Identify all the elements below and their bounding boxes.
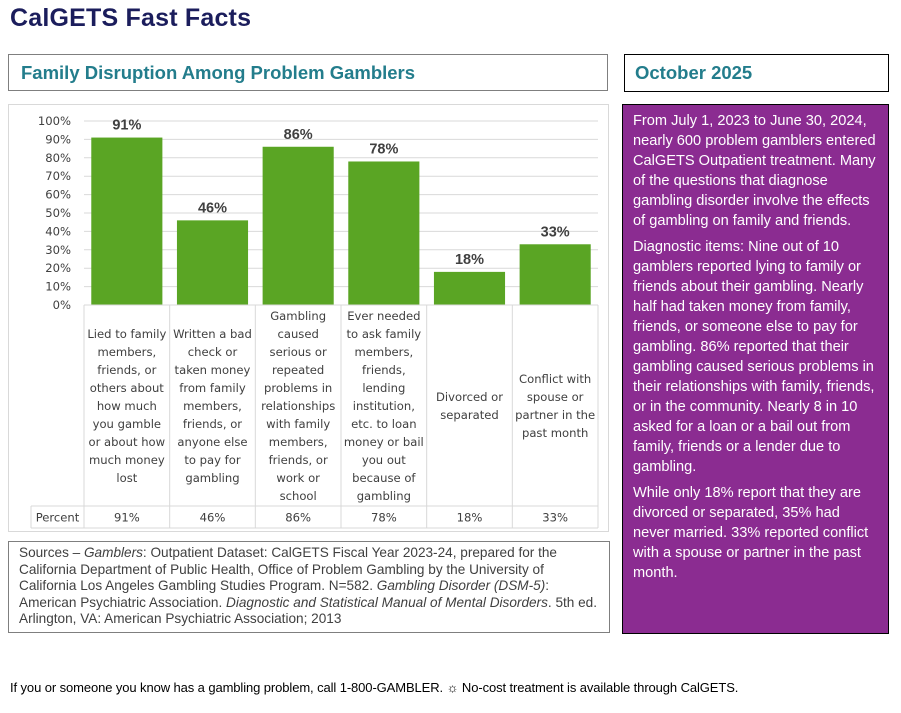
data-label: 33% — [541, 224, 570, 240]
category-label: Divorced or separated — [435, 390, 503, 422]
sources-note: Sources – Gamblers: Outpatient Dataset: … — [8, 541, 610, 633]
page-title: CalGETS Fast Facts — [10, 4, 252, 32]
sources-manual-text: . 5th ed. Arlington, VA: American Psychi… — [19, 594, 598, 627]
y-tick-label: 90% — [45, 132, 71, 146]
data-label: 91% — [112, 118, 141, 134]
summary-paragraph: While only 18% report that they are divo… — [633, 485, 869, 581]
sources-dsm-text: : American Psychiatric Association. — [19, 578, 550, 610]
category-label: Lied to family members, friends, or othe… — [87, 327, 167, 485]
section-header-box: Family Disruption Among Problem Gamblers — [8, 54, 608, 91]
sources-gamblers-text: : Outpatient Dataset: CalGETS Fiscal Yea… — [19, 545, 557, 593]
data-label: 86% — [284, 127, 313, 143]
data-label: 46% — [198, 200, 227, 216]
chart-canvas: 0% 10% 20% 30% 40% 50% 60% 70% 80% 90% 100% 91% 46% 8… — [30, 114, 599, 529]
footer-text-before: If you or someone you know has a gamblin… — [10, 680, 444, 695]
bar — [262, 146, 334, 305]
y-tick-label: 70% — [45, 169, 71, 183]
data-label: 18% — [455, 252, 484, 268]
date-box: October 2025 — [624, 54, 889, 92]
table-value: 33% — [542, 511, 568, 525]
section-title: Family Disruption Among Problem Gamblers — [21, 62, 416, 83]
y-tick-label: 0% — [53, 298, 71, 312]
table-value: 91% — [114, 511, 140, 525]
table-value: 46% — [200, 511, 226, 525]
sources-dsm-label: Gambling Disorder (DSM-5) — [376, 578, 546, 593]
table-row-label: Percent — [36, 511, 80, 525]
sources-manual-title: Diagnostic and Statistical Manual of Men… — [226, 594, 548, 610]
table-value: 86% — [285, 511, 311, 525]
summary-panel: From July 1, 2023 to June 30, 2024, near… — [622, 104, 889, 634]
bar — [91, 137, 163, 305]
footer-text-after: No-cost treatment is available through C… — [461, 680, 739, 695]
bar — [519, 244, 591, 305]
summary-paragraph: From July 1, 2023 to June 30, 2024, near… — [633, 113, 876, 229]
summary-paragraph: Diagnostic items: Nine out of 10 gambler… — [633, 239, 875, 475]
table-value: 18% — [457, 511, 483, 525]
bar — [433, 271, 506, 305]
y-tick-label: 10% — [45, 280, 71, 294]
y-tick-label: 100% — [38, 114, 71, 128]
data-label: 78% — [369, 141, 398, 157]
sources-prefix: Sources – — [19, 545, 84, 560]
y-tick-label: 30% — [45, 243, 71, 257]
category-label: Ever needed to ask family members, frien… — [343, 309, 424, 503]
y-tick-label: 60% — [45, 188, 71, 202]
footer-helpline: If you or someone you know has a gamblin… — [10, 680, 738, 695]
report-date: October 2025 — [635, 62, 753, 83]
category-label: Conflict with spouse or partner in the p… — [515, 372, 596, 440]
y-tick-label: 40% — [45, 224, 71, 238]
sun-icon: ☼ — [446, 680, 459, 695]
y-tick-label: 20% — [45, 261, 71, 275]
category-label: Gambling caused serious or repeated prob… — [261, 309, 336, 503]
y-tick-label: 50% — [45, 206, 71, 220]
y-tick-label: 80% — [45, 151, 71, 165]
bar — [176, 220, 249, 305]
category-label: Written a bad check or taken money from … — [173, 327, 252, 485]
bar-chart: 0% 10% 20% 30% 40% 50% 60% 70% 80% 90% 100% 91% 46% 8… — [8, 104, 609, 532]
bar — [348, 161, 420, 305]
table-value: 78% — [371, 511, 397, 525]
sources-gamblers-label: Gamblers — [83, 545, 143, 560]
